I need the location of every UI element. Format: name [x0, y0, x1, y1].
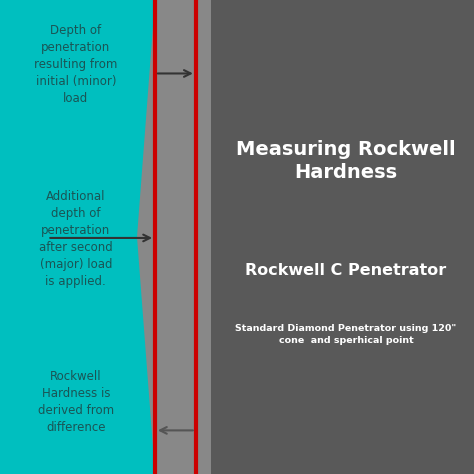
Text: Measuring Rockwell
Hardness: Measuring Rockwell Hardness [236, 140, 456, 182]
Text: Additional
depth of
penetration
after second
(major) load
is applied.: Additional depth of penetration after se… [39, 190, 113, 288]
Polygon shape [137, 237, 211, 474]
Text: Depth of
penetration
resulting from
initial (minor)
load: Depth of penetration resulting from init… [34, 24, 118, 105]
Text: Rockwell
Hardness is
derived from
difference: Rockwell Hardness is derived from differ… [38, 370, 114, 434]
Polygon shape [137, 0, 474, 474]
Text: Rockwell C Penetrator: Rockwell C Penetrator [246, 263, 447, 278]
Text: Standard Diamond Penetrator using 120"
cone  and sperhical point: Standard Diamond Penetrator using 120" c… [236, 324, 456, 345]
Polygon shape [137, 0, 211, 237]
